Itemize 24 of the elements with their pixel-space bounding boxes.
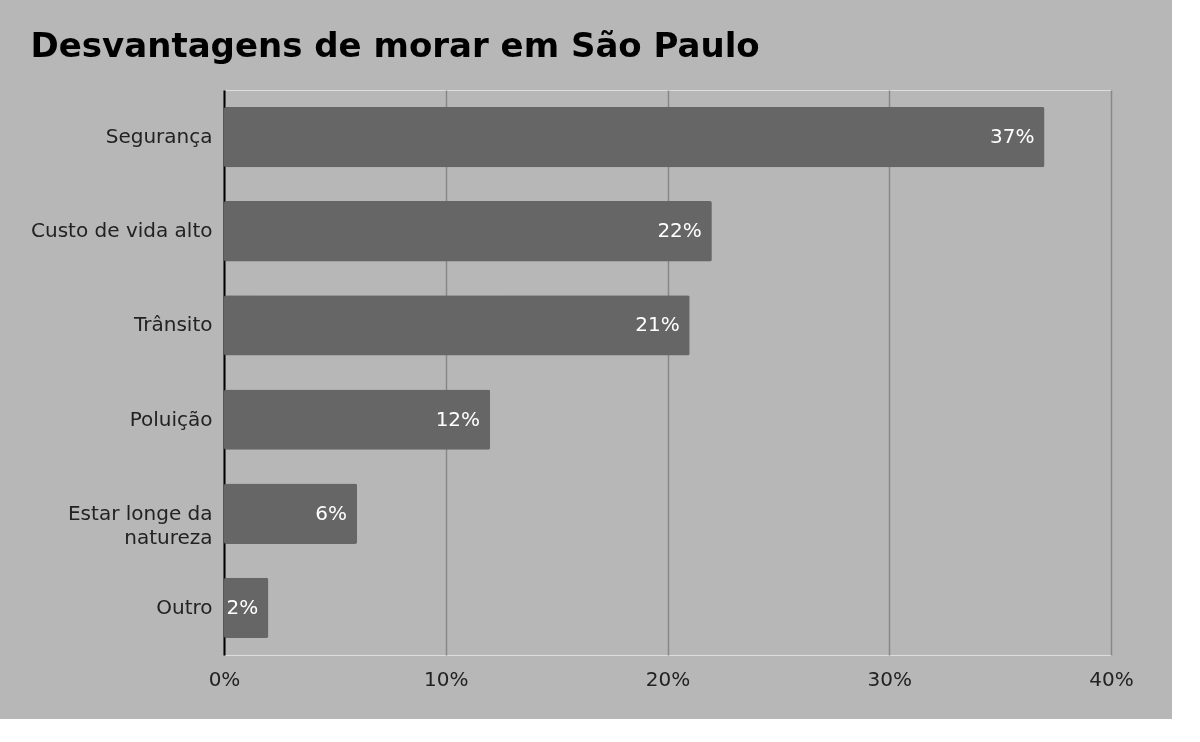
bar bbox=[224, 577, 269, 639]
data-label: 21% bbox=[635, 312, 680, 337]
bar bbox=[224, 106, 1045, 168]
x-tick-label: 0% bbox=[208, 666, 241, 691]
x-tick-label: 10% bbox=[424, 666, 469, 691]
x-tick-label: 30% bbox=[867, 666, 912, 691]
y-tick-label: Custo de vida alto bbox=[31, 218, 213, 243]
data-label: 6% bbox=[315, 500, 348, 525]
y-tick-label: Trânsito bbox=[133, 312, 213, 337]
bar bbox=[224, 389, 491, 450]
bar bbox=[224, 201, 712, 262]
y-tick-label: Poluição bbox=[129, 406, 213, 431]
bar bbox=[224, 483, 358, 544]
chart-title: Desvantagens de morar em São Paulo bbox=[30, 25, 760, 65]
bar bbox=[224, 295, 690, 356]
x-tick-label: 20% bbox=[645, 666, 691, 691]
y-tick-label: Estar longe da natureza bbox=[67, 500, 213, 549]
x-tick-label: 40% bbox=[1089, 666, 1134, 691]
data-label: 37% bbox=[990, 124, 1035, 149]
data-label: 22% bbox=[657, 218, 702, 243]
data-label: 2% bbox=[226, 594, 259, 619]
data-label: 12% bbox=[435, 406, 481, 431]
y-tick-label: Segurança bbox=[105, 124, 213, 149]
y-tick-label: Outro bbox=[156, 594, 213, 619]
